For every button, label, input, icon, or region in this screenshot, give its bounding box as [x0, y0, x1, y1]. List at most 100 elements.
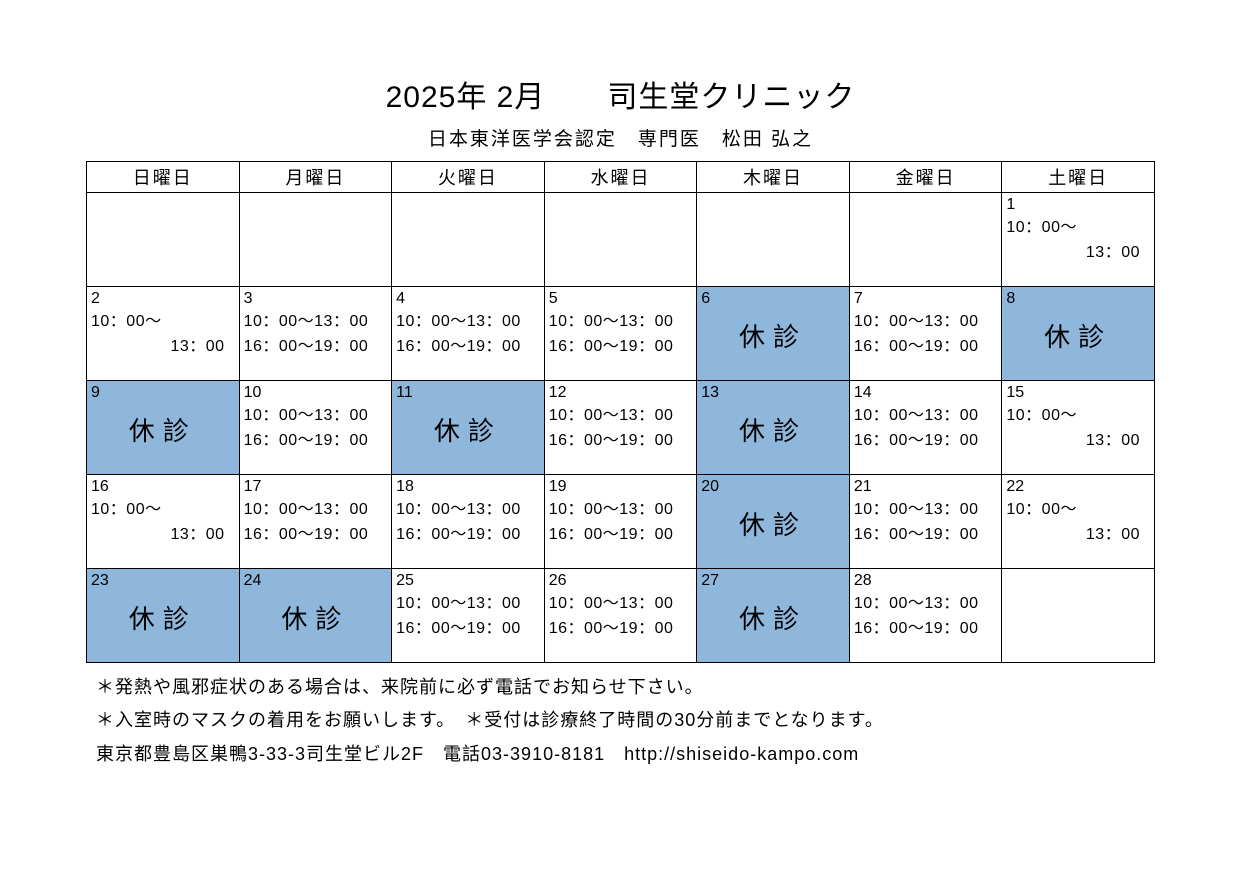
day-number: 1: [1002, 193, 1154, 214]
hours-line: 16：00～19：00: [549, 335, 693, 360]
hours-line: 10：00～: [1006, 216, 1150, 241]
calendar-cell: 110：00～ 13：00: [1002, 193, 1155, 287]
hours-block: 10：00～13：0016：00～19：00: [850, 308, 1002, 364]
day-number: 11: [392, 381, 544, 402]
calendar-cell: 24 休診: [239, 569, 392, 663]
hours-block: 10：00～13：0016：00～19：00: [850, 496, 1002, 552]
col-mon: 月曜日: [239, 162, 392, 193]
day-number: 21: [850, 475, 1002, 496]
hours-line: 10：00～13：00: [854, 592, 998, 617]
hours-line: 10：00～13：00: [396, 592, 540, 617]
calendar-cell: 27 休診: [697, 569, 850, 663]
calendar-row: 9休診1010：00～13：0016：00～19：0011休診1210：00～1…: [87, 381, 1155, 475]
day-number: 24: [240, 569, 392, 590]
hours-line: 13：00: [1006, 523, 1150, 548]
calendar-cell: 2510：00～13：0016：00～19：00: [392, 569, 545, 663]
day-number: 25: [392, 569, 544, 590]
day-number: 15: [1002, 381, 1154, 402]
hours-line: 10：00～13：00: [549, 592, 693, 617]
hours-line: 10：00～: [91, 310, 235, 335]
closed-label: 休診: [1002, 317, 1154, 354]
calendar-cell: 9 休診: [87, 381, 240, 475]
page-root: 2025年 2月 司生堂クリニック 日本東洋医学会認定 専門医 松田 弘之 日曜…: [0, 0, 1241, 771]
hours-line: 10：00～13：00: [396, 310, 540, 335]
calendar-cell: [392, 193, 545, 287]
page-subtitle: 日本東洋医学会認定 専門医 松田 弘之: [86, 124, 1155, 151]
hours-block: 10：00～13：0016：00～19：00: [240, 496, 392, 552]
calendar-cell: 1010：00～13：0016：00～19：00: [239, 381, 392, 475]
closed-label: 休診: [697, 599, 849, 636]
day-number: 2: [87, 287, 239, 308]
hours-block: 10：00～13：0016：00～19：00: [240, 402, 392, 458]
day-number: 16: [87, 475, 239, 496]
hours-line: 16：00～19：00: [244, 335, 388, 360]
day-number: 7: [850, 287, 1002, 308]
hours-block: 10：00～13：0016：00～19：00: [545, 308, 697, 364]
day-number: 18: [392, 475, 544, 496]
closed-label: 休診: [87, 411, 239, 448]
calendar-cell: 1210：00～13：0016：00～19：00: [544, 381, 697, 475]
hours-line: 10：00～: [1006, 498, 1150, 523]
closed-label: 休診: [697, 505, 849, 542]
hours-line: 16：00～19：00: [549, 523, 693, 548]
calendar-cell: 1410：00～13：0016：00～19：00: [849, 381, 1002, 475]
calendar-cell: 2610：00～13：0016：00～19：00: [544, 569, 697, 663]
calendar-cell: 1910：00～13：0016：00～19：00: [544, 475, 697, 569]
hours-block: 10：00～13：0016：00～19：00: [392, 590, 544, 646]
col-sat: 土曜日: [1002, 162, 1155, 193]
hours-line: 16：00～19：00: [396, 617, 540, 642]
calendar-cell: 23休診: [87, 569, 240, 663]
day-number: 4: [392, 287, 544, 308]
hours-line: 16：00～19：00: [854, 523, 998, 548]
hours-line: 10：00～13：00: [549, 498, 693, 523]
col-thu: 木曜日: [697, 162, 850, 193]
day-number: 23: [87, 569, 239, 590]
col-sun: 日曜日: [87, 162, 240, 193]
day-number: 6: [697, 287, 849, 308]
hours-block: 10：00～13：0016：00～19：00: [850, 402, 1002, 458]
hours-block: 10：00～ 13：00: [1002, 214, 1154, 270]
hours-block: 10：00～13：0016：00～19：00: [392, 308, 544, 364]
day-number: 12: [545, 381, 697, 402]
calendar-cell: 11 休診: [392, 381, 545, 475]
hours-line: 16：00～19：00: [549, 429, 693, 454]
hours-line: 10：00～13：00: [854, 310, 998, 335]
hours-line: 16：00～19：00: [396, 335, 540, 360]
hours-block: 10：00～13：0016：00～19：00: [545, 590, 697, 646]
calendar-cell: 1510：00～ 13：00: [1002, 381, 1155, 475]
hours-line: 10：00～: [91, 498, 235, 523]
day-number: 27: [697, 569, 849, 590]
day-number: 28: [850, 569, 1002, 590]
day-number: 19: [545, 475, 697, 496]
calendar-body: 110：00～ 13：00210：00～ 13：00310：00～13：0016…: [87, 193, 1155, 663]
hours-line: 16：00～19：00: [549, 617, 693, 642]
hours-line: 10：00～: [1006, 404, 1150, 429]
calendar-cell: [544, 193, 697, 287]
day-number: 9: [87, 381, 239, 402]
col-tue: 火曜日: [392, 162, 545, 193]
day-number: 5: [545, 287, 697, 308]
hours-line: 10：00～13：00: [854, 404, 998, 429]
calendar-cell: 1610：00～ 13：00: [87, 475, 240, 569]
hours-line: 10：00～13：00: [396, 498, 540, 523]
calendar-cell: [1002, 569, 1155, 663]
calendar-cell: 1710：00～13：0016：00～19：00: [239, 475, 392, 569]
col-wed: 水曜日: [544, 162, 697, 193]
day-number: 13: [697, 381, 849, 402]
note-line-2: ＊入室時のマスクの着用をお願いします。 ＊受付は診療終了時間の30分前までとなり…: [96, 704, 1155, 737]
hours-line: 10：00～13：00: [549, 404, 693, 429]
calendar-row: 23休診24休診2510：00～13：0016：00～19：002610：00～…: [87, 569, 1155, 663]
day-number: 8: [1002, 287, 1154, 308]
day-number: 22: [1002, 475, 1154, 496]
closed-label: 休診: [240, 599, 392, 636]
calendar-cell: [849, 193, 1002, 287]
col-fri: 金曜日: [849, 162, 1002, 193]
day-number: 3: [240, 287, 392, 308]
hours-line: 16：00～19：00: [854, 429, 998, 454]
closed-label: 休診: [392, 411, 544, 448]
hours-block: 10：00～ 13：00: [1002, 496, 1154, 552]
calendar-header-row: 日曜日 月曜日 火曜日 水曜日 木曜日 金曜日 土曜日: [87, 162, 1155, 193]
hours-line: 10：00～13：00: [244, 310, 388, 335]
calendar-cell: [697, 193, 850, 287]
hours-block: 10：00～ 13：00: [1002, 402, 1154, 458]
